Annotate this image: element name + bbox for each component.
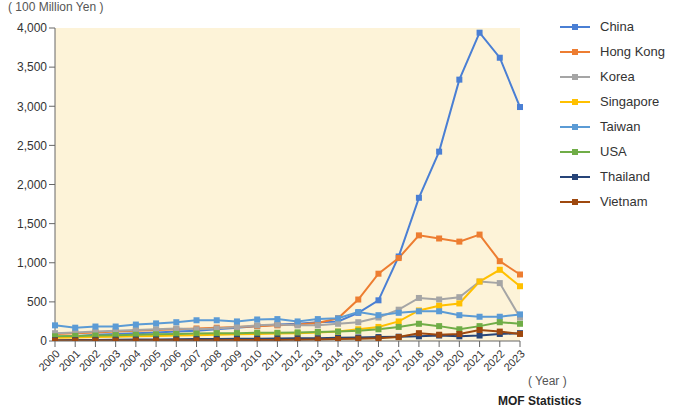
svg-text:2003: 2003	[97, 347, 123, 373]
svg-text:2012: 2012	[279, 347, 305, 373]
html-text:Singapore: Singapore	[600, 94, 660, 109]
html-text:Hong Kong: Hong Kong	[600, 44, 666, 59]
svg-text:2022: 2022	[481, 347, 507, 373]
svg-text:2002: 2002	[77, 347, 103, 373]
svg-text:500: 500	[27, 295, 47, 309]
html-text:( Year ): ( Year )	[528, 374, 567, 388]
svg-text:1,500: 1,500	[17, 217, 47, 231]
html-text:Vietnam: Vietnam	[600, 194, 648, 209]
svg-text:2020: 2020	[440, 347, 466, 373]
svg-text:2016: 2016	[360, 347, 386, 373]
svg-text:2010: 2010	[238, 347, 264, 373]
svg-text:4,000: 4,000	[17, 21, 47, 35]
svg-text:2023: 2023	[501, 347, 527, 373]
svg-text:2,000: 2,000	[17, 178, 47, 192]
html-text:China: China	[600, 19, 634, 34]
svg-text:3,500: 3,500	[17, 60, 47, 74]
svg-text:2021: 2021	[461, 347, 487, 373]
svg-text:2017: 2017	[380, 347, 406, 373]
svg-text:2009: 2009	[218, 347, 244, 373]
html-text:MOF Statistics: MOF Statistics	[498, 394, 582, 408]
svg-text:2015: 2015	[339, 347, 365, 373]
svg-text:2004: 2004	[117, 347, 143, 373]
svg-text:2000: 2000	[36, 347, 62, 373]
svg-text:2007: 2007	[178, 347, 204, 373]
svg-text:2011: 2011	[259, 347, 284, 372]
svg-text:2019: 2019	[420, 347, 446, 373]
svg-text:2018: 2018	[400, 347, 426, 373]
html-text:( 100 Million Yen ): ( 100 Million Yen )	[8, 0, 104, 14]
html-text:Thailand: Thailand	[600, 169, 650, 184]
svg-text:2006: 2006	[157, 347, 183, 373]
svg-text:2001: 2001	[56, 347, 82, 373]
html-text:Korea: Korea	[600, 69, 635, 84]
html-text:USA: USA	[600, 144, 627, 159]
svg-text:2008: 2008	[198, 347, 224, 373]
svg-text:2,500: 2,500	[17, 139, 47, 153]
svg-text:2013: 2013	[299, 347, 325, 373]
svg-text:2005: 2005	[137, 347, 163, 373]
svg-text:1,000: 1,000	[17, 256, 47, 270]
html-text:Taiwan: Taiwan	[600, 119, 641, 134]
svg-text:3,000: 3,000	[17, 100, 47, 114]
svg-text:0: 0	[40, 334, 47, 348]
svg-text:2014: 2014	[319, 347, 345, 373]
